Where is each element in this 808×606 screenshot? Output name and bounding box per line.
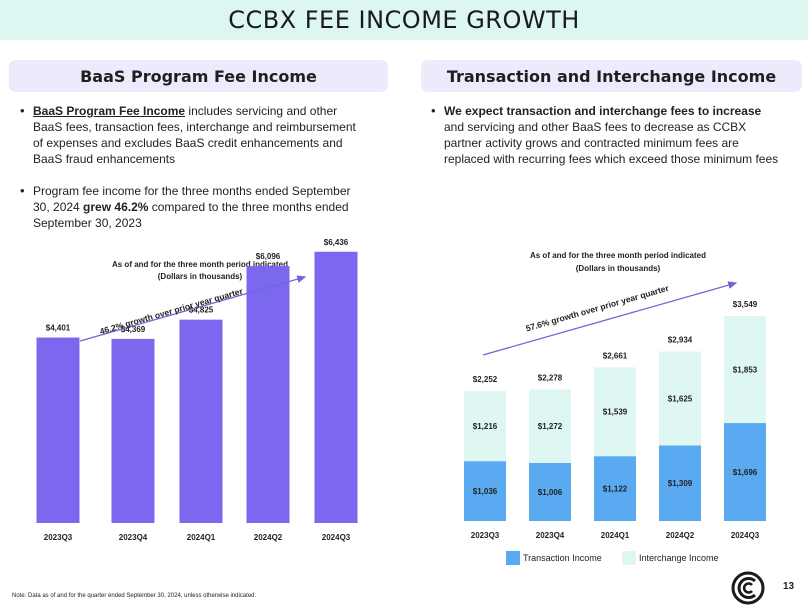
legend-label-transaction: Transaction Income	[523, 553, 602, 563]
bar-transaction	[724, 423, 766, 521]
bar-transaction	[529, 462, 571, 521]
legend-swatch-transaction	[506, 551, 520, 565]
data-label-interchange: $1,539	[603, 408, 628, 417]
tick-label: 2024Q1	[187, 533, 216, 542]
bar	[179, 319, 223, 523]
data-label: $4,401	[46, 324, 71, 333]
data-label-transaction: $1,122	[603, 485, 628, 494]
tick-label: 2024Q3	[731, 531, 760, 540]
legend-swatch-interchange	[622, 551, 636, 565]
page-number: 13	[783, 581, 795, 592]
total-label: $2,661	[603, 351, 628, 360]
title-bar: CCBX FEE INCOME GROWTH	[0, 0, 808, 40]
bar-interchange	[724, 316, 766, 424]
section-header-transaction: Transaction and Interchange Income	[421, 60, 802, 92]
data-label-interchange: $1,625	[668, 394, 693, 403]
bar-transaction	[659, 445, 701, 521]
chart-title: As of and for the three month period ind…	[112, 260, 288, 269]
tick-label: 2023Q3	[471, 531, 500, 540]
chart-subtitle: (Dollars in thousands)	[576, 264, 661, 273]
bullet-lead: BaaS Program Fee Income	[33, 104, 186, 118]
bar	[36, 337, 80, 523]
growth-annotation: 46.2% growth over prior year quarter	[99, 286, 245, 337]
bullet-emphasis: grew 46.2%	[83, 200, 149, 214]
bar	[111, 338, 155, 523]
tick-label: 2024Q2	[666, 531, 695, 540]
data-label-transaction: $1,036	[473, 487, 498, 496]
total-label: $3,549	[733, 300, 758, 309]
tick-label: 2024Q3	[322, 533, 351, 542]
footnote: Note: Data as of and for the quarter end…	[12, 593, 257, 599]
page-title: CCBX FEE INCOME GROWTH	[228, 6, 580, 34]
section-header-baas: BaaS Program Fee Income	[9, 60, 388, 92]
total-label: $2,278	[538, 373, 563, 382]
bar-interchange	[659, 351, 701, 446]
tick-label: 2024Q1	[601, 531, 630, 540]
chart-subtitle: (Dollars in thousands)	[158, 272, 243, 281]
bar-transaction	[464, 461, 506, 521]
data-label: $4,825	[189, 306, 214, 315]
data-label-interchange: $1,216	[473, 422, 498, 431]
bullet-text: Program fee income for the three months …	[33, 184, 351, 214]
baas-bullet-list: BaaS Program Fee Income includes servici…	[15, 103, 365, 231]
data-label-transaction: $1,696	[733, 468, 758, 477]
bullet-emphasis: We expect transaction and interchange fe…	[444, 104, 762, 118]
total-label: $2,252	[473, 375, 498, 384]
bullet-item: Program fee income for the three months …	[15, 183, 365, 231]
transaction-bullet-list: We expect transaction and interchange fe…	[426, 103, 781, 167]
data-label: $6,096	[256, 252, 281, 261]
data-label-transaction: $1,309	[668, 479, 693, 488]
tick-label: 2023Q4	[119, 533, 148, 542]
chart-title: As of and for the three month period ind…	[530, 251, 706, 260]
tick-label: 2023Q3	[44, 533, 73, 542]
bar-interchange	[529, 389, 571, 463]
bar	[246, 266, 290, 523]
data-label-interchange: $1,272	[538, 422, 563, 431]
bullet-item: BaaS Program Fee Income includes servici…	[15, 103, 365, 167]
bar-interchange	[464, 390, 506, 462]
data-label: $6,436	[324, 238, 349, 247]
data-label-interchange: $1,853	[733, 366, 758, 375]
data-label-transaction: $1,006	[538, 488, 563, 497]
tick-label: 2024Q2	[254, 533, 283, 542]
bullet-text: and servicing and other BaaS fees to dec…	[444, 120, 779, 166]
ccb-logo-icon	[731, 571, 765, 605]
legend-label-interchange: Interchange Income	[639, 553, 719, 563]
bullet-text: includes servicing and other BaaS fees, …	[33, 104, 356, 166]
bar-transaction	[594, 456, 636, 521]
bar	[314, 251, 358, 524]
bullet-text: compared to the three months ended Septe…	[33, 200, 349, 230]
bullet-item: We expect transaction and interchange fe…	[426, 103, 781, 167]
growth-arrow	[79, 275, 307, 342]
data-label: $4,369	[121, 325, 146, 334]
bar-interchange	[594, 367, 636, 457]
tick-label: 2023Q4	[536, 531, 565, 540]
growth-arrow	[482, 281, 738, 356]
total-label: $2,934	[668, 336, 693, 345]
